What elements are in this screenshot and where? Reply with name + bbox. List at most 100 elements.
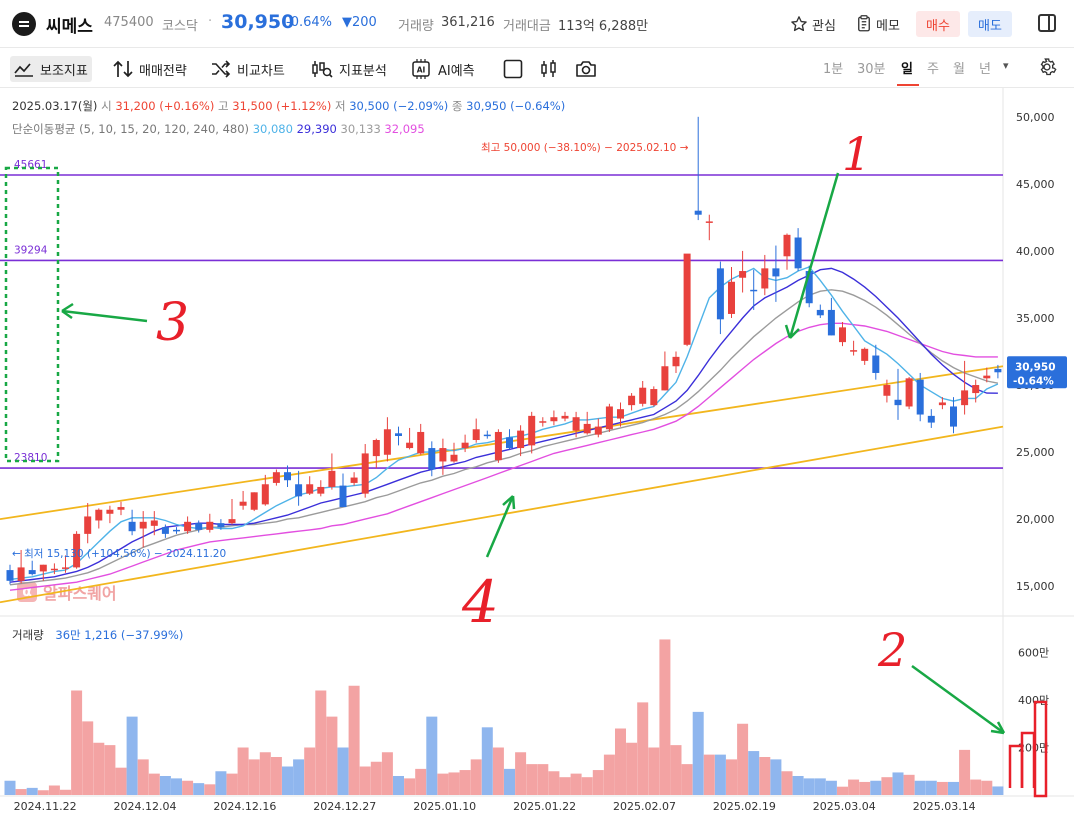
candle-body: [361, 453, 369, 494]
period-day[interactable]: 일: [901, 62, 913, 77]
period-30min[interactable]: 30분: [857, 62, 886, 77]
candle-body: [439, 448, 447, 462]
ai-prediction-button[interactable]: AI AI예측: [410, 56, 475, 82]
volume-bar: [415, 768, 427, 795]
candle-body: [572, 417, 580, 431]
volume-bar: [570, 773, 582, 795]
candle-body: [339, 485, 347, 508]
memo-button[interactable]: 메모: [856, 11, 900, 37]
volume-bar: [348, 685, 360, 795]
volume-bar: [459, 770, 471, 795]
period-month[interactable]: 월: [953, 62, 965, 77]
screenshot-button[interactable]: [575, 56, 597, 82]
candle-body: [938, 402, 946, 406]
analysis-button[interactable]: 지표분석: [311, 56, 387, 82]
chart-toolbar: 보조지표 매매전략 비교차트 지표분석 AI AI예측 1분 30분 일 주 월…: [0, 48, 1074, 88]
volume-bar: [104, 745, 116, 795]
candle-body: [605, 406, 613, 430]
volume-bar: [370, 761, 382, 795]
candle-body: [827, 309, 835, 336]
amount-value: 113억 6,288만: [558, 19, 649, 34]
candle-body: [406, 442, 414, 449]
volume-bar: [404, 778, 416, 795]
y-tick-label: 45,000: [1016, 178, 1055, 191]
volume-info-value: 36만 1,216 (−37.99%): [55, 628, 184, 642]
indicator-button[interactable]: 보조지표: [10, 56, 92, 82]
volume-bar: [204, 784, 216, 795]
candle-body: [861, 348, 869, 361]
compare-button[interactable]: 비교차트: [211, 56, 285, 82]
candle-body: [927, 415, 935, 423]
annotation-number-1: 1: [842, 127, 871, 181]
candle-body: [6, 570, 14, 581]
chevron-down-icon[interactable]: ▾: [1003, 59, 1009, 72]
chart-type-button[interactable]: [539, 56, 559, 82]
y-tick-label: 20,000: [1016, 513, 1055, 526]
info-date: 2025.03.17(월): [12, 99, 98, 113]
volume-bar: [681, 764, 693, 795]
gear-icon[interactable]: [1037, 57, 1057, 77]
candle-body: [772, 268, 780, 277]
candle-body: [617, 409, 624, 419]
buy-button[interactable]: 매수: [916, 11, 960, 37]
candle-body: [794, 237, 802, 269]
ma20-value: 32,095: [384, 122, 425, 136]
amount-label: 거래대금: [503, 19, 551, 34]
volume-bar: [770, 759, 782, 795]
volume-bar: [603, 754, 615, 795]
favorite-button[interactable]: 관심: [790, 11, 836, 37]
x-tick-label: 2025.02.19: [713, 800, 776, 813]
candle-body: [506, 437, 513, 449]
volume-tick-label: 400만: [1018, 694, 1049, 707]
drawing-box-button[interactable]: [503, 56, 523, 82]
volume-bar: [426, 716, 438, 795]
y-tick-label: 40,000: [1016, 245, 1055, 258]
shuffle-icon: [212, 60, 231, 78]
candle-body: [450, 454, 458, 462]
annotation-arrowhead-3: [61, 302, 74, 320]
volume-bar: [215, 771, 227, 795]
candle-body: [317, 486, 325, 494]
annotation-arrow-3: [61, 309, 148, 323]
candle-body: [983, 375, 991, 379]
memo-icon: [858, 15, 870, 32]
candle-body: [350, 477, 358, 483]
volume-bar: [792, 776, 804, 795]
volume-bar: [970, 779, 982, 795]
last-price-tag: [1007, 356, 1067, 389]
hline-label: 39294: [14, 244, 48, 256]
candle-body: [539, 421, 547, 423]
camera-icon: [576, 61, 596, 77]
x-tick-label: 2024.11.22: [14, 800, 77, 813]
volume-bar: [781, 771, 793, 795]
annotation-arrowhead-4: [502, 495, 516, 510]
volume-bar: [504, 768, 515, 795]
annotation-dashed-box: [4, 166, 60, 463]
side-panel-icon[interactable]: [1038, 14, 1056, 32]
period-1min[interactable]: 1분: [823, 62, 844, 77]
change-amount: ▼200: [342, 15, 377, 30]
volume-bar: [126, 716, 138, 795]
strategy-button[interactable]: 매매전략: [113, 56, 187, 82]
candle-body: [683, 253, 691, 345]
volume-bar: [526, 764, 538, 795]
period-week[interactable]: 주: [927, 62, 939, 77]
memo-label: 메모: [876, 18, 900, 34]
volume-bar: [837, 786, 848, 795]
candle-body: [250, 492, 258, 510]
sell-button[interactable]: 매도: [968, 11, 1012, 37]
volume-bar: [248, 759, 260, 795]
volume-bar: [670, 745, 682, 795]
ma15-value: 30,133: [340, 122, 381, 136]
candle-body: [517, 430, 525, 449]
stock-name: 씨메스: [46, 17, 93, 37]
period-year[interactable]: 년: [979, 62, 991, 77]
strategy-icon: [113, 60, 133, 78]
volume-bar: [282, 766, 293, 795]
candle-body: [750, 289, 758, 292]
volume-bar: [825, 780, 837, 795]
candle-body: [117, 507, 125, 510]
x-tick-label: 2025.01.22: [513, 800, 576, 813]
volume-bar: [859, 781, 871, 795]
